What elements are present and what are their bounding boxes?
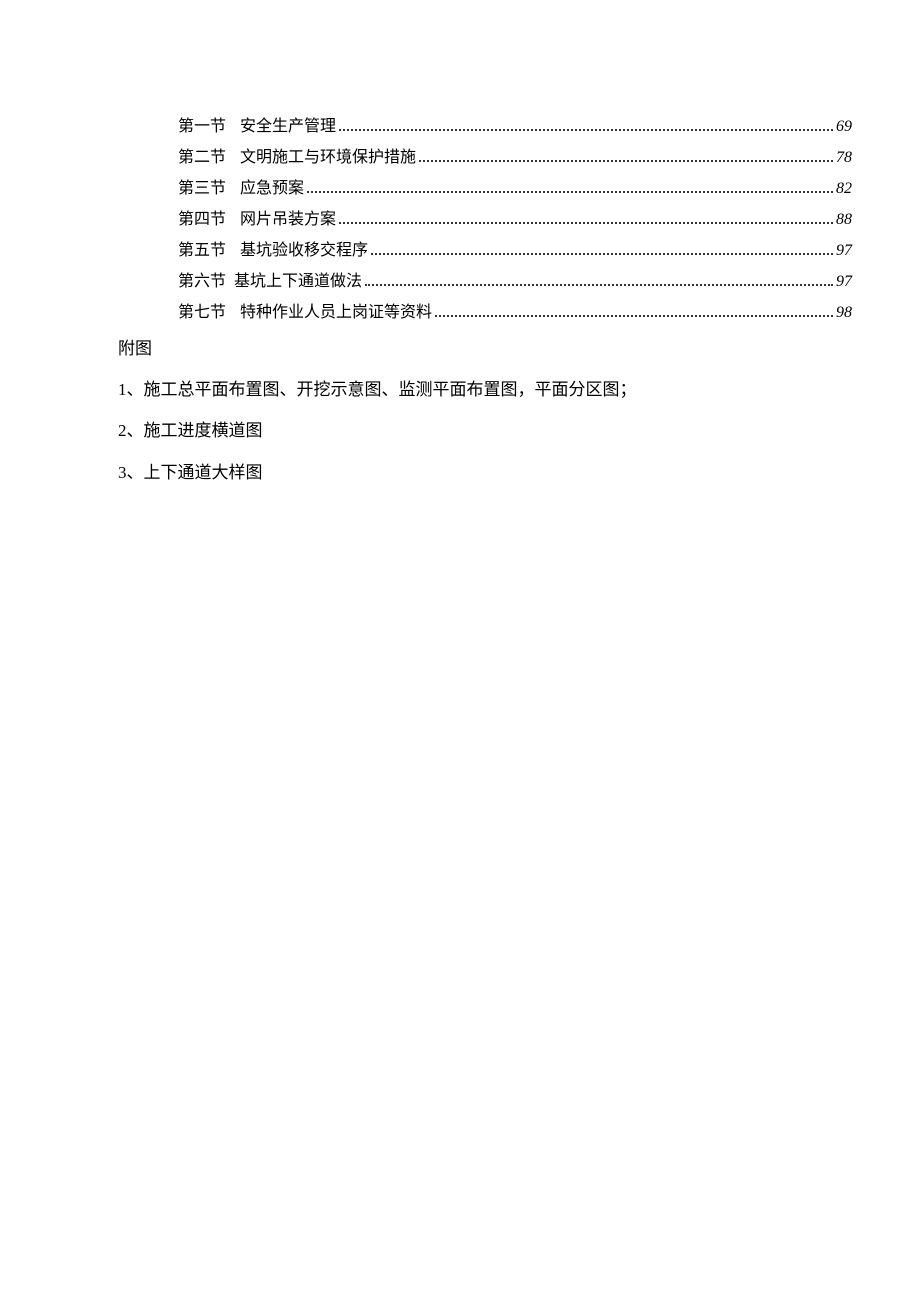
appendix-item: 3、上下通道大样图 — [118, 459, 860, 486]
toc-leader-dots — [365, 284, 833, 286]
toc-section-label: 第三节 — [178, 177, 226, 201]
toc-section-label: 第一节 — [178, 115, 226, 139]
toc-page-number: 78 — [836, 146, 852, 170]
toc-entry: 第二节 文明施工与环境保护措施 78 — [178, 146, 852, 170]
appendix-heading: 附图 — [118, 335, 860, 362]
toc-title: 基坑上下通道做法 — [234, 270, 362, 294]
toc-section-label: 第五节 — [178, 239, 226, 263]
toc-title: 网片吊装方案 — [240, 208, 336, 232]
toc-page-number: 88 — [836, 208, 852, 232]
toc-leader-dots — [419, 160, 833, 162]
appendix-item: 1、施工总平面布置图、开挖示意图、监测平面布置图，平面分区图； — [118, 376, 860, 403]
toc-entry: 第六节 基坑上下通道做法 97 — [178, 270, 852, 294]
toc-title: 基坑验收移交程序 — [240, 239, 368, 263]
toc-section-label: 第二节 — [178, 146, 226, 170]
toc-leader-dots — [371, 253, 833, 255]
toc-title: 安全生产管理 — [240, 115, 336, 139]
toc-leader-dots — [307, 191, 833, 193]
toc-section-label: 第六节 — [178, 270, 226, 294]
toc-page-number: 97 — [836, 270, 852, 294]
toc-entry: 第七节 特种作业人员上岗证等资料 98 — [178, 301, 852, 325]
toc-page-number: 69 — [836, 115, 852, 139]
toc-entry: 第五节 基坑验收移交程序 97 — [178, 239, 852, 263]
toc-section-label: 第四节 — [178, 208, 226, 232]
toc-entry: 第一节 安全生产管理 69 — [178, 115, 852, 139]
toc-page-number: 97 — [836, 239, 852, 263]
toc-entry: 第四节 网片吊装方案 88 — [178, 208, 852, 232]
appendix-container: 附图 1、施工总平面布置图、开挖示意图、监测平面布置图，平面分区图； 2、施工进… — [118, 335, 860, 486]
appendix-item: 2、施工进度横道图 — [118, 417, 860, 444]
toc-title: 特种作业人员上岗证等资料 — [240, 301, 432, 325]
toc-container: 第一节 安全生产管理 69 第二节 文明施工与环境保护措施 78 第三节 应急预… — [178, 115, 852, 325]
toc-page-number: 98 — [836, 301, 852, 325]
toc-page-number: 82 — [836, 177, 852, 201]
toc-leader-dots — [339, 129, 833, 131]
toc-entry: 第三节 应急预案 82 — [178, 177, 852, 201]
toc-title: 应急预案 — [240, 177, 304, 201]
toc-section-label: 第七节 — [178, 301, 226, 325]
toc-leader-dots — [435, 315, 833, 317]
toc-leader-dots — [339, 222, 833, 224]
toc-title: 文明施工与环境保护措施 — [240, 146, 416, 170]
